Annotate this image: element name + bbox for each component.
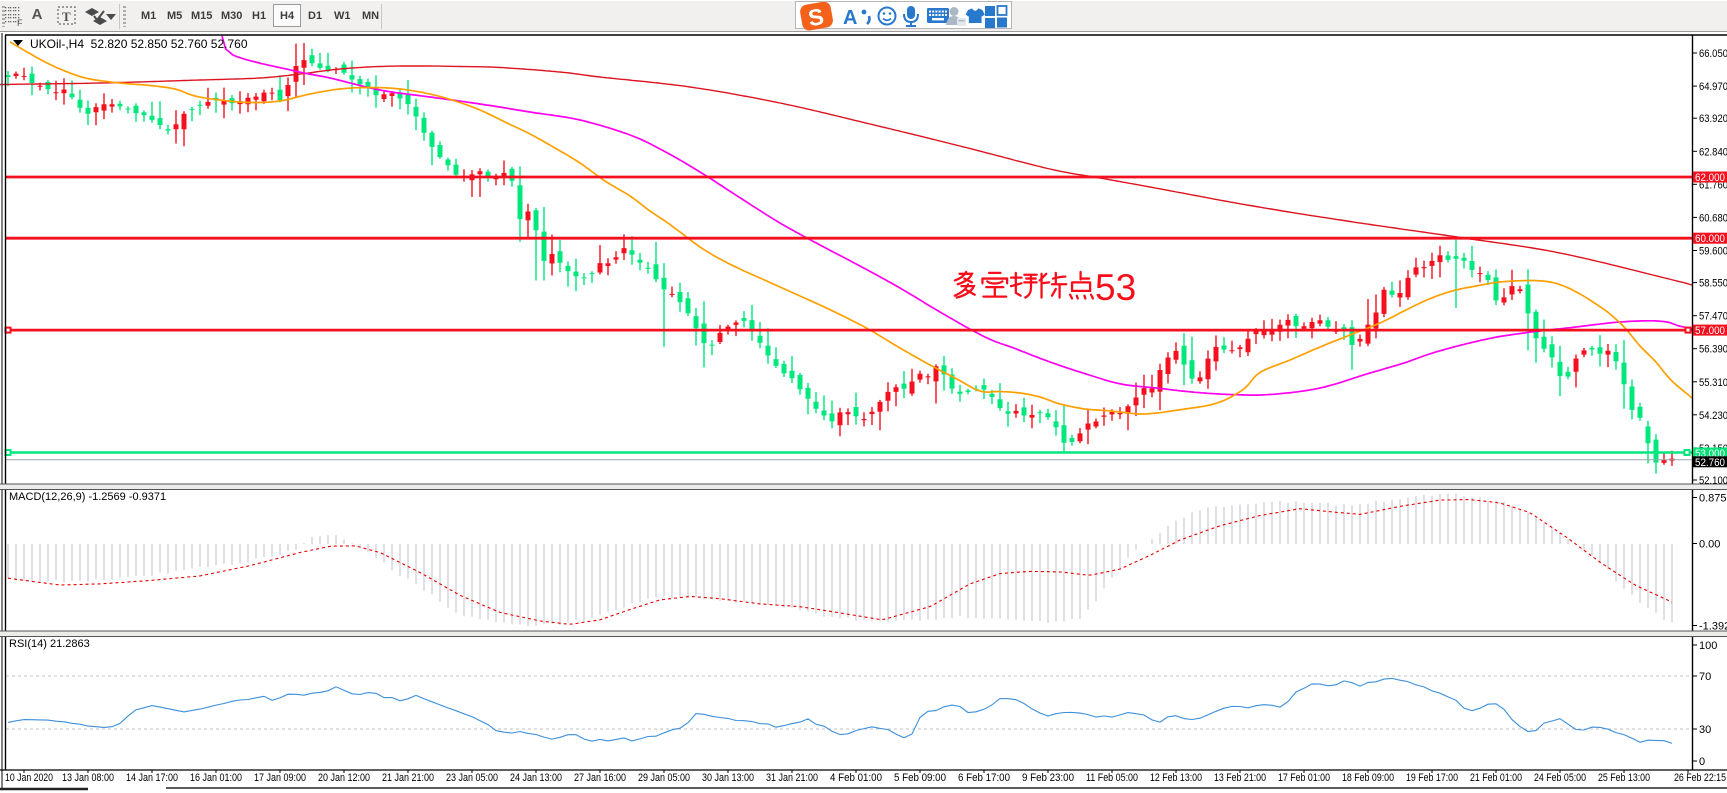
svg-text:27 Jan 16:00: 27 Jan 16:00 bbox=[574, 772, 626, 784]
svg-text:21 Feb 01:00: 21 Feb 01:00 bbox=[1470, 772, 1522, 784]
svg-text:9 Feb 23:00: 9 Feb 23:00 bbox=[1022, 772, 1074, 784]
svg-text:UKOil-,H4 52.820 52.850 52.76: UKOil-,H4 52.820 52.850 52.760 52.760 bbox=[30, 37, 248, 51]
svg-text:52.100: 52.100 bbox=[1699, 475, 1727, 487]
svg-text:30: 30 bbox=[1699, 724, 1711, 736]
svg-text:0: 0 bbox=[1699, 756, 1705, 768]
svg-text:54.230: 54.230 bbox=[1699, 410, 1727, 422]
svg-text:17 Feb 01:00: 17 Feb 01:00 bbox=[1278, 772, 1330, 784]
svg-text:6 Feb 17:00: 6 Feb 17:00 bbox=[958, 772, 1010, 784]
svg-text:16 Jan 01:00: 16 Jan 01:00 bbox=[190, 772, 242, 784]
svg-text:55.310: 55.310 bbox=[1699, 377, 1727, 389]
svg-text:30 Jan 13:00: 30 Jan 13:00 bbox=[702, 772, 754, 784]
svg-text:56.390: 56.390 bbox=[1699, 344, 1727, 356]
svg-text:58.550: 58.550 bbox=[1699, 278, 1727, 290]
svg-text:13 Feb 21:00: 13 Feb 21:00 bbox=[1214, 772, 1266, 784]
svg-text:17 Jan 09:00: 17 Jan 09:00 bbox=[254, 772, 306, 784]
svg-text:5 Feb 09:00: 5 Feb 09:00 bbox=[894, 772, 946, 784]
svg-text:S: S bbox=[806, 3, 826, 31]
svg-text:4 Feb 01:00: 4 Feb 01:00 bbox=[830, 772, 882, 784]
svg-text:0.8756: 0.8756 bbox=[1699, 493, 1727, 505]
svg-text:24 Feb 05:00: 24 Feb 05:00 bbox=[1534, 772, 1586, 784]
svg-text:62.840: 62.840 bbox=[1699, 146, 1727, 158]
svg-text:RSI(14) 21.2863: RSI(14) 21.2863 bbox=[9, 638, 90, 650]
svg-text:62.000: 62.000 bbox=[1695, 172, 1725, 184]
svg-text:31 Jan 21:00: 31 Jan 21:00 bbox=[766, 772, 818, 784]
svg-text:100: 100 bbox=[1699, 640, 1717, 652]
svg-text:14 Jan 17:00: 14 Jan 17:00 bbox=[126, 772, 178, 784]
svg-text:59.600: 59.600 bbox=[1699, 246, 1727, 258]
svg-text:11 Feb 05:00: 11 Feb 05:00 bbox=[1086, 772, 1138, 784]
svg-text:29 Jan 05:00: 29 Jan 05:00 bbox=[638, 772, 690, 784]
svg-text:24 Jan 13:00: 24 Jan 13:00 bbox=[510, 772, 562, 784]
svg-text:18 Feb 09:00: 18 Feb 09:00 bbox=[1342, 772, 1394, 784]
svg-text:66.050: 66.050 bbox=[1699, 48, 1727, 60]
svg-text:57.470: 57.470 bbox=[1699, 311, 1727, 323]
svg-text:12 Feb 13:00: 12 Feb 13:00 bbox=[1150, 772, 1202, 784]
svg-text:10 Jan 2020: 10 Jan 2020 bbox=[5, 772, 53, 784]
svg-text:53: 53 bbox=[1095, 267, 1136, 308]
svg-text:57.000: 57.000 bbox=[1695, 325, 1725, 337]
svg-text:T: T bbox=[62, 9, 71, 24]
svg-text:26 Feb 22:15: 26 Feb 22:15 bbox=[1674, 772, 1726, 784]
svg-text:21 Jan 21:00: 21 Jan 21:00 bbox=[382, 772, 434, 784]
svg-text:F: F bbox=[17, 18, 23, 28]
svg-text:A: A bbox=[843, 7, 857, 29]
svg-text:60.000: 60.000 bbox=[1695, 233, 1725, 245]
svg-text:-1.3923: -1.3923 bbox=[1699, 621, 1727, 633]
svg-text:0.00: 0.00 bbox=[1699, 539, 1720, 551]
svg-text:60.680: 60.680 bbox=[1699, 212, 1727, 224]
svg-text:64.970: 64.970 bbox=[1699, 81, 1727, 93]
svg-text:19 Feb 17:00: 19 Feb 17:00 bbox=[1406, 772, 1458, 784]
svg-text:70: 70 bbox=[1699, 671, 1711, 683]
svg-text:63.920: 63.920 bbox=[1699, 113, 1727, 125]
svg-text:MACD(12,26,9) -1.2569 -0.9371: MACD(12,26,9) -1.2569 -0.9371 bbox=[9, 491, 166, 503]
svg-text:52.760: 52.760 bbox=[1695, 457, 1725, 469]
svg-text:23 Jan 05:00: 23 Jan 05:00 bbox=[446, 772, 498, 784]
svg-text:13 Jan 08:00: 13 Jan 08:00 bbox=[62, 772, 114, 784]
svg-text:20 Jan 12:00: 20 Jan 12:00 bbox=[318, 772, 370, 784]
svg-text:25 Feb 13:00: 25 Feb 13:00 bbox=[1598, 772, 1650, 784]
